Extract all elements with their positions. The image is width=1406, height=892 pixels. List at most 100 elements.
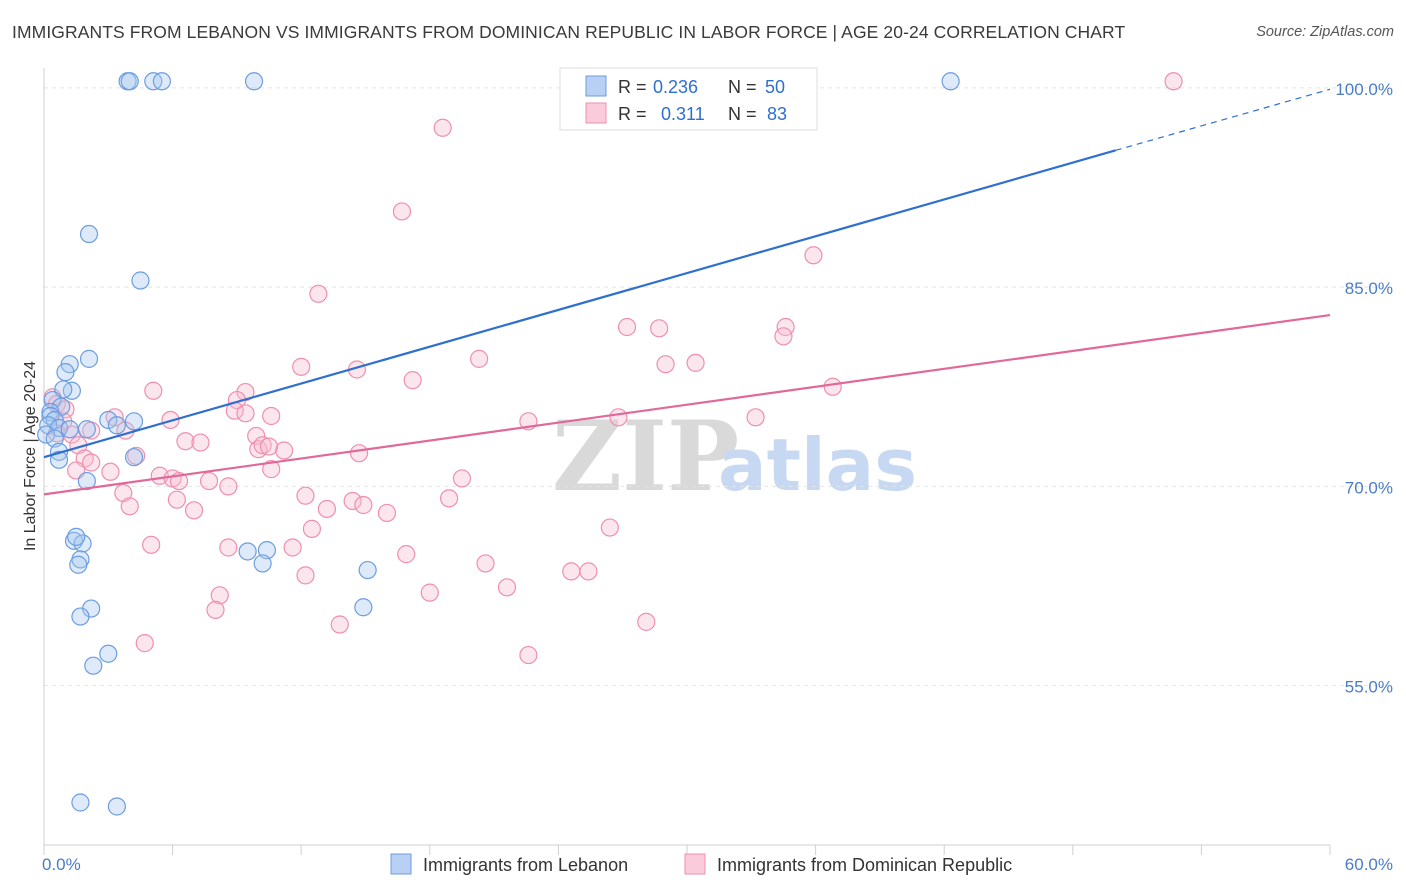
dominican-point	[1164, 72, 1183, 91]
dominican-point	[302, 519, 322, 538]
dominican-point	[262, 406, 281, 426]
lebanon-point	[124, 448, 144, 467]
grid-lines	[44, 87, 1390, 687]
dominican-point	[497, 578, 517, 597]
lebanon-points	[37, 72, 960, 816]
dominican-point	[142, 535, 161, 554]
bottom-legend-swatch-lebanon	[390, 853, 412, 875]
lebanon-point	[99, 410, 118, 430]
dominican-point	[617, 317, 637, 337]
dominican-point	[144, 381, 163, 400]
lebanon-point	[71, 607, 90, 626]
legend-r-label-lebanon: R =	[618, 77, 647, 97]
lebanon-point	[77, 420, 96, 439]
lebanon-point	[60, 420, 79, 439]
dominican-points	[43, 72, 1183, 665]
lebanon-point	[56, 363, 75, 382]
x-tick-label-max: 60.0%	[1345, 855, 1393, 874]
dominican-point	[343, 491, 362, 511]
dominican-point	[219, 477, 238, 496]
dominican-point	[349, 444, 369, 463]
trend-lines	[43, 88, 1331, 496]
dominican-point	[309, 284, 328, 303]
lebanon-point	[131, 271, 150, 290]
dominican-point	[804, 246, 823, 265]
lebanon-trend-extension	[1115, 88, 1331, 151]
lebanon-point	[73, 534, 92, 553]
bottom-legend: Immigrants from Lebanon Immigrants from …	[390, 853, 1012, 875]
dominican-point	[354, 495, 373, 515]
dominican-point	[101, 462, 120, 481]
lebanon-point	[79, 224, 99, 244]
dominican-point	[236, 404, 255, 423]
lebanon-point	[120, 72, 139, 91]
dominican-point	[476, 554, 495, 573]
y-axis-label: In Labor Force | Age 20-24	[22, 361, 39, 551]
bottom-legend-swatch-dominican	[684, 853, 706, 875]
y-tick-label: 70.0%	[1345, 478, 1393, 497]
dominican-point	[637, 612, 656, 631]
y-tick-label: 55.0%	[1345, 678, 1393, 697]
lebanon-point	[354, 598, 373, 617]
y-tick-label: 85.0%	[1345, 279, 1393, 298]
legend-n-label-lebanon: N =	[728, 77, 757, 97]
dominican-point	[403, 371, 422, 390]
dominican-point	[292, 357, 311, 376]
dominican-point	[283, 538, 302, 557]
watermark-atlas: atlas	[718, 423, 917, 507]
lebanon-point	[84, 656, 103, 675]
lebanon-point	[67, 527, 86, 546]
dominican-point	[377, 503, 397, 523]
dominican-point	[317, 499, 337, 519]
lebanon-point	[71, 793, 90, 812]
dominican-point	[823, 377, 842, 396]
legend-swatch-dominican	[585, 102, 607, 124]
dominican-point	[420, 583, 439, 602]
lebanon-trend-line	[43, 149, 1116, 459]
dominican-point	[253, 436, 272, 455]
dominican-point	[746, 408, 765, 427]
y-tick-label: 100.0%	[1335, 80, 1393, 99]
lebanon-point	[124, 412, 144, 431]
dominican-point	[135, 634, 154, 653]
dominican-point	[219, 538, 238, 557]
lebanon-point	[107, 416, 126, 435]
dominican-point	[452, 469, 472, 488]
legend-r-value-lebanon: 0.236	[653, 77, 698, 97]
dominican-point	[191, 433, 210, 452]
dominican-point	[210, 586, 229, 605]
x-tick-marks	[43, 845, 1331, 855]
legend-r-value-dominican: 0.311	[661, 104, 705, 124]
dominican-point	[296, 486, 315, 505]
legend-n-label-dominican: N =	[728, 104, 757, 124]
dominican-trend-line	[43, 313, 1331, 496]
legend-n-value-lebanon: 50	[765, 77, 785, 97]
chart-title: IMMIGRANTS FROM LEBANON VS IMMIGRANTS FR…	[12, 22, 1126, 42]
dominican-point	[274, 441, 294, 460]
dominican-point	[262, 460, 281, 479]
x-tick-label-min: 0.0%	[42, 855, 81, 874]
dominican-point	[392, 202, 412, 221]
dominican-point	[579, 562, 598, 581]
dominican-point	[600, 518, 619, 537]
legend-swatch-lebanon	[585, 75, 607, 97]
bottom-legend-label-dominican: Immigrants from Dominican Republic	[717, 855, 1012, 875]
lebanon-point	[69, 555, 88, 574]
dominican-point	[562, 562, 581, 581]
dominican-point	[82, 453, 101, 472]
lebanon-point	[79, 349, 99, 368]
lebanon-point	[238, 542, 257, 561]
y-tick-labels: 55.0% 70.0% 85.0% 100.0%	[1335, 80, 1393, 697]
lebanon-point	[941, 72, 960, 91]
dominican-point	[656, 355, 675, 374]
dominican-point	[259, 437, 279, 456]
dominican-point	[184, 501, 204, 520]
lebanon-point	[99, 644, 118, 663]
chart-source: Source: ZipAtlas.com	[1256, 24, 1394, 40]
watermark-zip: ZIP	[552, 400, 739, 513]
lebanon-point	[107, 797, 126, 816]
dominican-point	[439, 489, 459, 508]
dominican-point	[609, 408, 628, 427]
dominican-point	[433, 118, 452, 137]
